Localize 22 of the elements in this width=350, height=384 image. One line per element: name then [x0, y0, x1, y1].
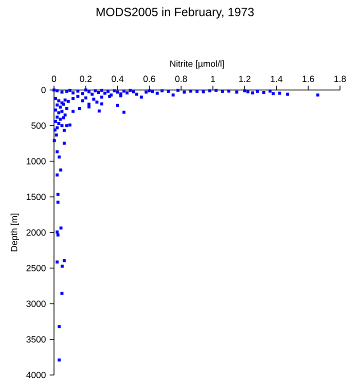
x-tick-label: 0.4 — [112, 76, 124, 82]
y-tick-label: 4000 — [26, 372, 46, 378]
y-tick-label: 3000 — [26, 300, 46, 307]
y-tick-label: 1000 — [26, 158, 46, 164]
x-tick-label: 0.2 — [80, 76, 92, 82]
x-tick-label: 0.6 — [143, 76, 156, 82]
y-tick-label: 0 — [41, 86, 46, 94]
x-tick-label: 0.8 — [175, 76, 187, 82]
y-tick-label: 500 — [31, 122, 46, 129]
x-tick-label: 1.2 — [239, 76, 250, 82]
x-tick-label: 0 — [52, 76, 56, 82]
x-axis-title: Nitrite [µmol/l] — [170, 60, 224, 69]
y-tick-label: 2500 — [26, 264, 46, 272]
y-tick-label: 2000 — [26, 229, 46, 236]
y-tick-label: 1500 — [26, 194, 46, 200]
x-tick-label: 1.6 — [302, 76, 314, 82]
y-axis-title: Depth [m] — [10, 214, 20, 252]
chart-title: MODS2005 in February, 1973 — [96, 7, 254, 19]
x-tick-label: 1.8 — [334, 76, 346, 82]
x-tick-label: 1 — [211, 76, 215, 82]
y-tick-label: 3500 — [26, 336, 46, 343]
x-tick-label: 1.4 — [270, 76, 282, 82]
